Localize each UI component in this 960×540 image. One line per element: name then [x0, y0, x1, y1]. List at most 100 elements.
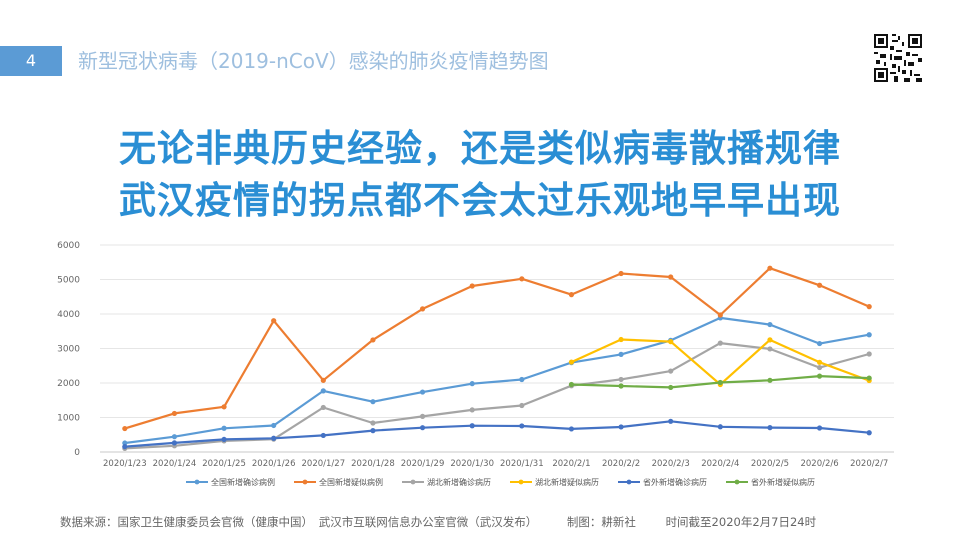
legend-marker	[302, 479, 308, 485]
data-point	[469, 283, 475, 289]
data-point	[568, 292, 575, 298]
data-point	[618, 351, 624, 357]
source-cutoff: 时间截至2020年2月7日24时	[665, 515, 817, 529]
data-point	[767, 425, 773, 431]
y-axis-ticks: 0 1000 2000 3000 4000 5000 6000	[57, 241, 80, 458]
y-tick-label: 6000	[57, 241, 80, 251]
data-point	[668, 418, 674, 424]
legend-label: 省外新增疑似病历	[751, 477, 815, 487]
data-point	[717, 424, 723, 430]
series-line	[124, 420, 870, 448]
data-point	[419, 306, 426, 312]
source-data-source: 数据来源：国家卫生健康委员会官微（健康中国） 武汉市互联网信息办公室官微（武汉发…	[60, 515, 538, 529]
data-point	[668, 274, 674, 280]
data-point	[816, 364, 823, 371]
slide-header: 4 新型冠状病毒（2019-nCoV）感染的肺炎疫情趋势图	[0, 42, 960, 78]
slide-number: 4	[0, 46, 62, 76]
data-point	[618, 424, 624, 430]
data-point	[568, 381, 575, 388]
y-tick-label: 4000	[57, 310, 80, 320]
series-5	[122, 418, 872, 450]
data-point	[816, 282, 823, 288]
x-tick-label: 2020/1/31	[500, 459, 544, 469]
data-point	[618, 336, 624, 343]
data-point	[668, 368, 674, 374]
x-tick-label: 2020/2/2	[602, 459, 640, 469]
data-point	[419, 425, 426, 431]
x-tick-label: 2020/2/4	[701, 459, 739, 469]
series-6	[568, 373, 872, 391]
data-point	[271, 435, 277, 441]
data-point	[717, 340, 723, 346]
legend-label: 省外新增确诊病历	[643, 477, 707, 487]
data-point	[171, 410, 178, 417]
headline-line-2: 武汉疫情的拐点都不会太过乐观地早早出现	[119, 179, 841, 222]
legend-item: 全国新增确诊病例	[186, 477, 275, 487]
data-point	[221, 425, 227, 431]
x-tick-label: 2020/2/6	[800, 459, 838, 469]
series-2	[122, 265, 872, 432]
data-point	[717, 379, 723, 386]
data-point	[320, 404, 326, 411]
y-tick-label: 3000	[57, 345, 80, 355]
data-point	[816, 340, 823, 347]
data-point	[568, 359, 575, 365]
data-point	[519, 402, 525, 409]
data-point	[370, 428, 376, 434]
data-point	[221, 404, 227, 410]
data-point	[370, 337, 376, 343]
x-tick-label: 2020/1/23	[103, 459, 147, 469]
data-point	[122, 444, 128, 450]
data-point	[618, 270, 624, 277]
y-tick-label: 2000	[57, 379, 80, 389]
data-point	[122, 440, 128, 446]
data-point	[469, 423, 475, 429]
x-tick-label: 2020/1/26	[252, 459, 296, 469]
data-point	[370, 399, 376, 405]
x-tick-label: 2020/1/24	[153, 459, 197, 469]
legend-marker	[518, 479, 524, 485]
x-tick-label: 2020/1/27	[302, 459, 346, 469]
series-1	[122, 315, 872, 446]
data-point	[320, 377, 326, 383]
data-point	[767, 346, 773, 352]
y-tick-label: 5000	[57, 276, 80, 286]
data-point	[866, 332, 872, 338]
series-line	[124, 342, 870, 450]
x-tick-label: 2020/2/5	[751, 459, 789, 469]
x-tick-label: 2020/1/29	[401, 459, 445, 469]
series-lines	[122, 265, 872, 451]
x-axis-ticks: 2020/1/23 2020/1/24 2020/1/25 2020/1/26 2020…	[103, 459, 888, 469]
series-3	[122, 340, 872, 451]
y-tick-label: 0	[74, 448, 80, 458]
legend-marker	[194, 479, 200, 485]
chart-legend: 全国新增确诊病例 全国新增疑似病例 湖北新增确诊病历 湖北新增疑似病历 省外新增确诊病历…	[186, 477, 815, 487]
legend-item: 湖北新增确诊病历	[402, 477, 491, 487]
data-point	[767, 337, 773, 343]
x-tick-label: 2020/2/1	[552, 459, 590, 469]
data-point	[816, 359, 823, 365]
data-point	[568, 426, 575, 432]
data-point	[419, 389, 426, 395]
legend-marker	[734, 479, 740, 485]
source-note: 数据来源：国家卫生健康委员会官微（健康中国） 武汉市互联网信息办公室官微（武汉发…	[60, 514, 842, 530]
legend-label: 湖北新增确诊病历	[427, 477, 491, 487]
x-tick-label: 2020/2/7	[850, 459, 888, 469]
x-tick-label: 2020/1/30	[450, 459, 494, 469]
x-tick-label: 2020/2/3	[652, 459, 690, 469]
x-tick-label: 2020/1/28	[351, 459, 395, 469]
data-point	[816, 425, 823, 431]
x-tick-label: 2020/1/25	[202, 459, 246, 469]
legend-marker	[410, 479, 416, 485]
qr-code-icon[interactable]	[872, 32, 924, 84]
legend-item: 湖北新增疑似病历	[510, 477, 599, 487]
data-point	[866, 351, 872, 357]
data-point	[767, 321, 773, 328]
data-point	[618, 376, 624, 383]
data-point	[271, 318, 277, 324]
data-point	[866, 430, 872, 436]
legend-label: 全国新增疑似病例	[319, 477, 383, 487]
data-point	[271, 422, 277, 429]
data-point	[171, 434, 178, 440]
